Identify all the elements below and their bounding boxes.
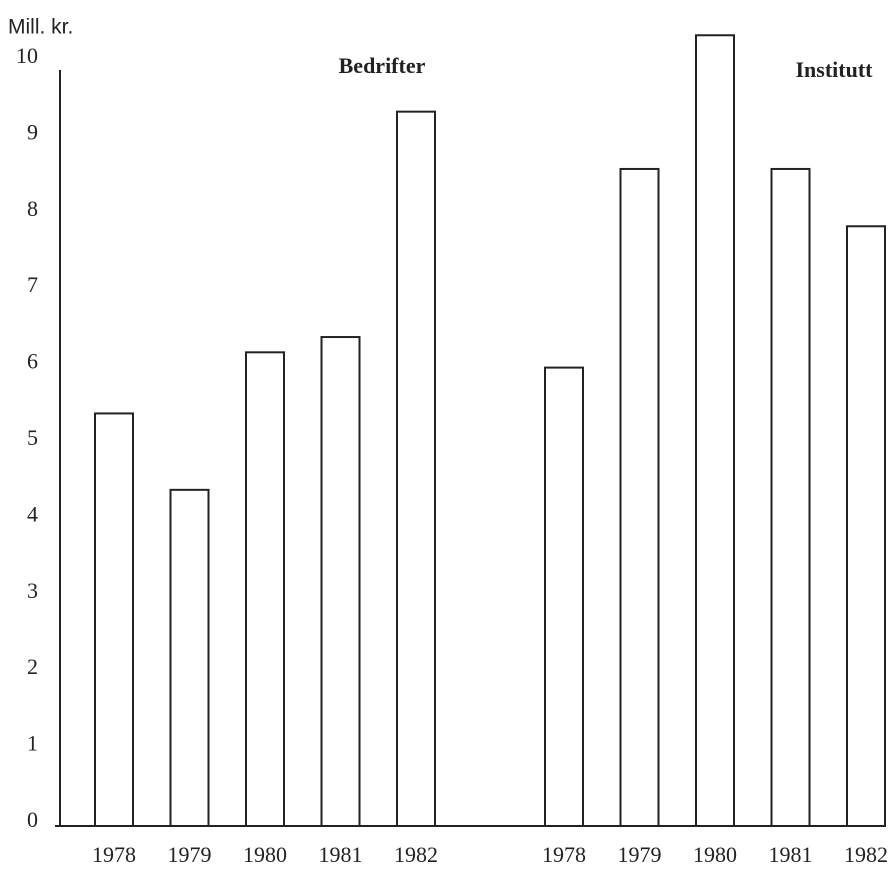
bar [94,412,134,827]
bar [396,110,436,828]
y-tick-label: 0 [27,807,38,832]
bar [245,351,285,827]
y-tick-label: 7 [27,272,38,297]
x-tick-label: 1981 [769,842,813,867]
bar [770,167,811,827]
y-tick-label: 6 [27,349,38,374]
bar [169,488,210,827]
x-tick-label: 1981 [319,842,363,867]
bar [320,336,361,827]
group-title: Bedrifter [339,53,426,78]
x-tick-label: 1979 [168,842,212,867]
bar [544,366,584,827]
x-tick-label: 1978 [92,842,136,867]
y-axis-label: Mill. kr. [8,16,73,39]
bar [846,225,886,827]
x-tick-label: 1980 [243,842,287,867]
x-tick-label: 1982 [394,842,438,867]
group-title: Institutt [795,57,873,82]
x-tick-label: 1978 [542,842,586,867]
y-tick-label: 3 [27,578,38,603]
y-tick-label: 4 [27,501,38,526]
bar [695,34,735,827]
y-tick-label: 8 [27,196,38,221]
y-tick-label: 5 [27,425,38,450]
y-tick-label: 1 [27,731,38,756]
x-tick-label: 1979 [618,842,662,867]
bar [619,167,660,827]
x-tick-label: 1982 [844,842,888,867]
y-tick-label: 9 [27,119,38,144]
y-tick-label: 2 [27,654,38,679]
x-tick-label: 1980 [693,842,737,867]
y-tick-label: 10 [16,43,38,68]
